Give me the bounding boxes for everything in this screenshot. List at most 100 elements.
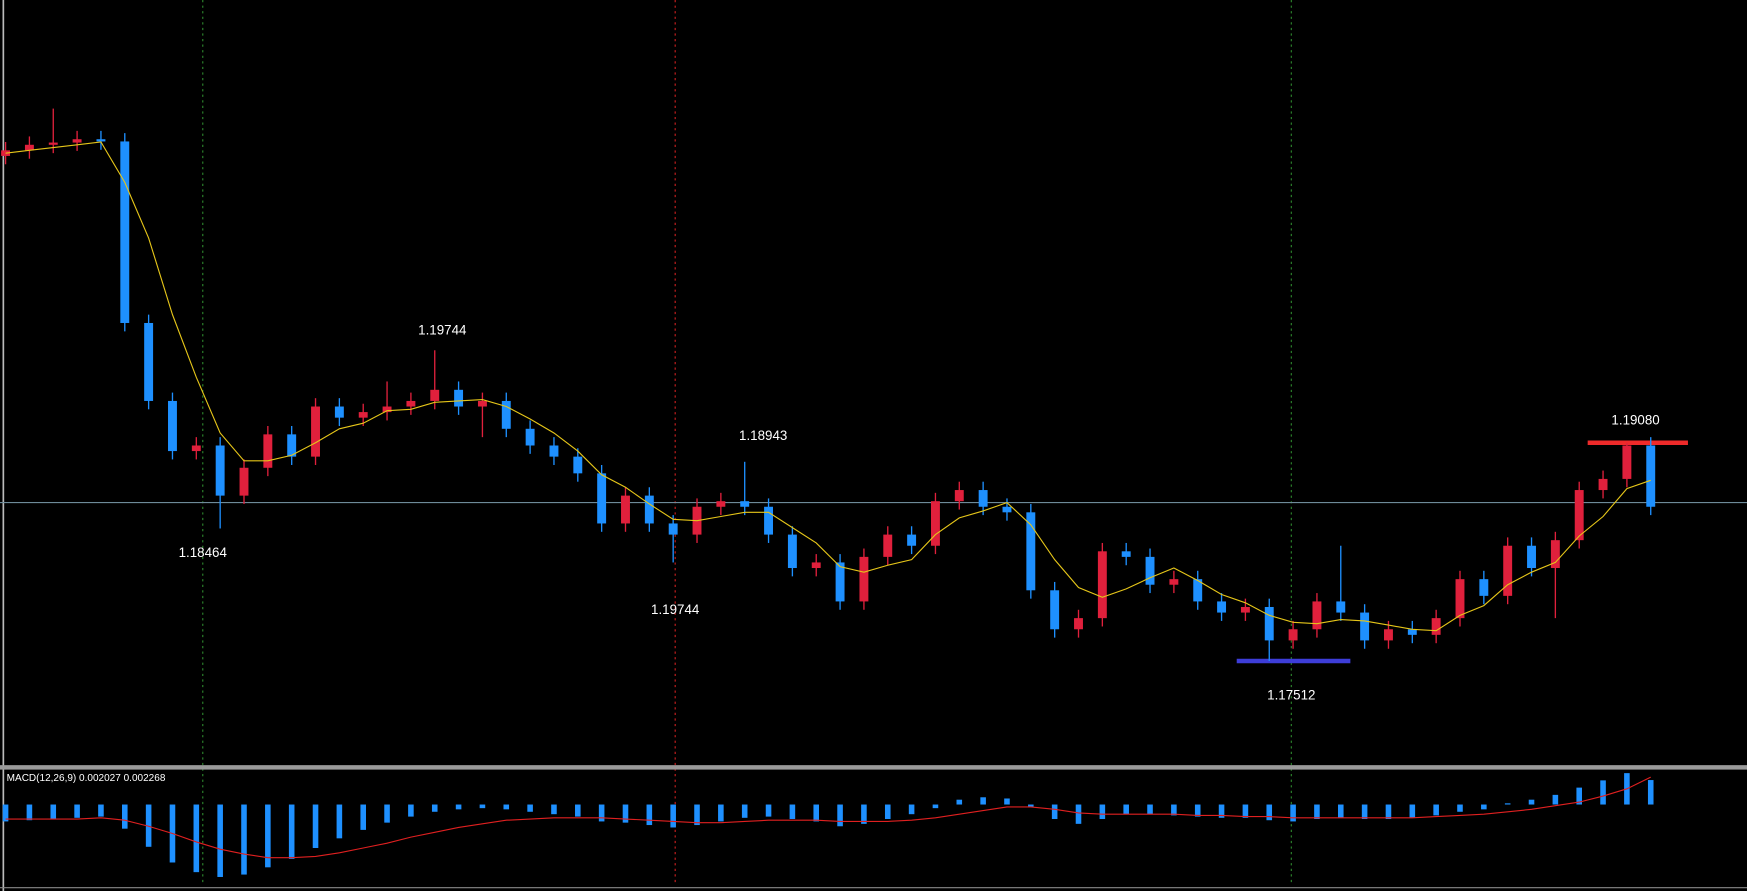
macd-bar <box>813 804 820 822</box>
macd-bar <box>241 804 247 875</box>
panel-separator <box>0 765 1747 770</box>
candle-body <box>1145 556 1155 585</box>
macd-bar <box>408 804 414 817</box>
macd-bar <box>145 804 152 847</box>
candle-body <box>454 389 464 407</box>
macd-bar <box>527 804 533 812</box>
candle-body <box>597 473 607 524</box>
macd-bar <box>1314 804 1320 820</box>
macd-bar <box>74 804 80 818</box>
candle-body <box>1431 618 1441 635</box>
candle-body <box>263 434 273 468</box>
macd-bar <box>1194 804 1201 817</box>
candle-body <box>1193 579 1203 602</box>
macd-bar <box>1433 804 1439 816</box>
candle-body <box>1002 506 1012 513</box>
indicator-label: MACD(12,26,9) 0.002027 0.002268 <box>7 773 166 784</box>
macd-bar <box>455 804 462 810</box>
macd-bar <box>193 804 200 873</box>
macd-bar <box>384 804 390 823</box>
candle-body <box>907 534 917 546</box>
candle-body <box>1407 629 1417 635</box>
candle-body <box>1527 545 1536 569</box>
candle-body <box>334 406 344 418</box>
candle-body <box>24 144 34 151</box>
candle-body <box>1240 606 1250 613</box>
candle-body <box>787 534 797 569</box>
candle-body <box>215 445 225 496</box>
candle-body <box>1384 629 1393 641</box>
plot-layer <box>0 108 1747 877</box>
candle-body <box>764 506 774 535</box>
macd-bar <box>741 804 748 818</box>
candle-body <box>835 562 845 602</box>
candle-body <box>1598 478 1608 491</box>
candle-body <box>549 445 559 457</box>
candle-body <box>96 139 106 142</box>
macd-signal <box>5 776 1651 859</box>
macd-bar <box>980 797 986 805</box>
candle-body <box>859 556 869 602</box>
macd-bar <box>956 799 963 805</box>
candle-body <box>621 495 630 524</box>
moving-average <box>5 141 1651 632</box>
candle-body <box>716 501 726 507</box>
candle-body <box>1169 579 1179 585</box>
candle-body <box>930 501 940 546</box>
candle-body <box>1574 490 1584 541</box>
candle-body <box>1097 551 1107 619</box>
candle-body <box>1121 551 1131 557</box>
macd-bar <box>1099 804 1106 820</box>
candle-body <box>1503 545 1513 596</box>
macd-bar <box>503 804 510 810</box>
annotation: 1.17512 <box>1267 688 1315 703</box>
candle-body <box>120 141 130 323</box>
candle-body <box>311 406 320 457</box>
candle-body <box>1455 579 1465 619</box>
candle-body <box>430 389 440 401</box>
macd-bar <box>1242 804 1249 818</box>
candle-body <box>1050 590 1060 630</box>
candle-body <box>1622 445 1632 479</box>
macd-bar <box>1075 804 1082 824</box>
macd-bar <box>1504 803 1511 805</box>
macd-bar <box>288 804 295 859</box>
macd-bar <box>1409 804 1416 818</box>
macd-bar <box>479 804 486 809</box>
macd-bar <box>765 804 772 817</box>
macd-bar <box>26 804 33 821</box>
candle-body <box>573 456 583 474</box>
macd-bar <box>1051 804 1058 820</box>
annotation: 1.19080 <box>1611 413 1659 428</box>
macd-bar <box>1266 804 1273 821</box>
macd-bar <box>431 804 438 812</box>
candle-body <box>1264 606 1274 641</box>
candle-body <box>740 501 750 507</box>
macd-bar <box>575 804 581 817</box>
macd-bar <box>932 804 939 809</box>
macd-bar <box>217 804 223 877</box>
candle-body <box>48 142 58 145</box>
annotation: 1.19744 <box>418 322 467 337</box>
annotation: 1.18943 <box>739 428 787 443</box>
macd-bar <box>1481 804 1487 810</box>
macd-bar <box>646 804 653 826</box>
candle-body <box>382 406 392 413</box>
macd-bar <box>908 804 915 815</box>
candle-body <box>1646 445 1656 507</box>
macd-bar <box>1337 804 1344 818</box>
candle-body <box>1550 540 1560 569</box>
macd-bar <box>1457 804 1463 812</box>
macd-bar <box>122 804 128 829</box>
macd-bar <box>1147 804 1153 815</box>
macd-bar <box>837 804 843 827</box>
macd-bar <box>670 804 676 828</box>
macd-bar <box>1576 787 1582 805</box>
macd-bar <box>551 804 557 815</box>
candle-body <box>1312 601 1322 630</box>
candle-body <box>168 400 177 452</box>
macd-bar <box>598 804 605 822</box>
macd-bar <box>336 804 343 839</box>
